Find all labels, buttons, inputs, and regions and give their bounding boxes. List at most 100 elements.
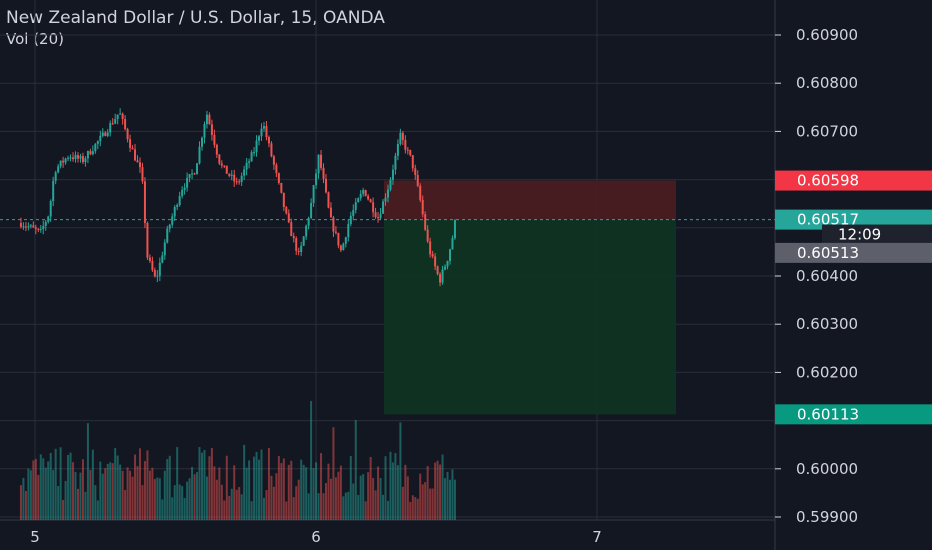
candle-body xyxy=(238,181,241,183)
volume-bar xyxy=(332,427,335,520)
price-tag-last xyxy=(775,242,932,263)
candle-body xyxy=(173,207,176,217)
candle-body xyxy=(411,155,414,169)
volume-bar xyxy=(352,483,355,520)
candlesticks[interactable] xyxy=(0,108,775,287)
candle-body xyxy=(44,221,47,226)
volume-bar xyxy=(307,493,310,520)
candle-body xyxy=(377,217,380,219)
volume-bar xyxy=(401,486,404,520)
candle-body xyxy=(401,132,404,141)
volume-bar xyxy=(57,486,60,520)
candle-body xyxy=(22,226,25,228)
volume-bar xyxy=(114,448,117,520)
candle-body xyxy=(404,140,407,150)
volume-bar xyxy=(138,448,141,520)
candle-body xyxy=(91,151,94,155)
candle-body xyxy=(324,178,327,193)
volume-bar xyxy=(441,454,444,520)
candle-body xyxy=(391,169,394,180)
volume-bar xyxy=(320,453,323,520)
volume-bar xyxy=(24,491,27,520)
volume-bar xyxy=(96,500,99,520)
candle-body xyxy=(114,118,117,124)
x-tick-label: 5 xyxy=(30,528,40,546)
volume-bar xyxy=(59,447,62,520)
y-tick-label: 0.60200 xyxy=(796,363,858,381)
candle-body xyxy=(354,202,357,210)
candle-body xyxy=(364,190,367,197)
volume-bar xyxy=(136,466,139,520)
candle-body xyxy=(163,242,166,256)
volume-bar xyxy=(74,471,77,520)
candle-body xyxy=(245,162,248,170)
candle-body xyxy=(84,158,87,163)
volume-bar xyxy=(396,465,399,520)
price-tag-label: 0.60517 xyxy=(797,211,859,229)
volume-bar xyxy=(451,469,454,520)
volume-bar xyxy=(431,488,434,520)
volume-bar xyxy=(444,478,447,520)
volume-bar xyxy=(317,493,320,520)
candle-body xyxy=(131,147,134,150)
candle-body xyxy=(436,266,439,275)
candle-body xyxy=(57,166,60,173)
volume-bar xyxy=(367,472,370,520)
candle-body xyxy=(451,238,454,250)
chart-title: New Zealand Dollar / U.S. Dollar, 15, OA… xyxy=(6,8,385,28)
volume-bar xyxy=(233,465,236,520)
volume-bar xyxy=(265,490,268,520)
candle-body xyxy=(54,172,57,181)
candle-body xyxy=(32,225,35,228)
volume-bar xyxy=(200,452,203,520)
volume-bar xyxy=(196,472,199,520)
volume-bar xyxy=(429,488,432,520)
volume-bar xyxy=(446,471,449,520)
candle-body xyxy=(168,224,171,229)
volume-bar xyxy=(32,460,35,520)
volume-bar xyxy=(424,482,427,520)
volume-bar xyxy=(391,462,394,520)
volume-bar xyxy=(329,478,332,520)
volume-bar xyxy=(19,485,22,520)
volume-bar xyxy=(270,475,273,520)
volume-bar xyxy=(171,497,174,520)
volume-bar xyxy=(411,495,414,520)
volume-bar xyxy=(228,495,231,520)
volume-bar xyxy=(248,460,251,520)
position-zones[interactable] xyxy=(384,180,676,415)
candle-body xyxy=(39,228,42,230)
candle-body xyxy=(396,144,399,156)
candle-body xyxy=(158,262,161,276)
y-tick-label: 0.60800 xyxy=(796,74,858,92)
candle-body xyxy=(225,165,228,174)
candle-body xyxy=(124,119,127,130)
candle-body xyxy=(262,126,265,129)
candle-body xyxy=(255,140,258,153)
y-tick-label: 0.60400 xyxy=(796,267,858,285)
candle-body xyxy=(431,254,434,257)
candle-body xyxy=(399,132,402,145)
candle-body xyxy=(235,181,238,183)
candle-body xyxy=(153,270,156,277)
volume-bars xyxy=(19,400,456,520)
candle-body xyxy=(394,155,397,170)
candle-body xyxy=(382,201,385,214)
volume-bar xyxy=(280,463,283,520)
candle-body xyxy=(374,212,377,218)
candle-body xyxy=(29,225,32,227)
volume-bar xyxy=(124,489,127,520)
volume-bar xyxy=(44,467,47,520)
candle-body xyxy=(134,149,137,161)
volume-bar xyxy=(258,459,261,520)
volume-bar xyxy=(275,473,278,520)
candle-body xyxy=(106,132,109,136)
candle-body xyxy=(186,177,189,188)
candle-body xyxy=(240,175,243,182)
candle-body xyxy=(191,173,194,175)
candle-body xyxy=(367,196,370,200)
volume-bar xyxy=(382,494,385,520)
volume-bar xyxy=(188,478,191,520)
candle-body xyxy=(52,180,55,202)
